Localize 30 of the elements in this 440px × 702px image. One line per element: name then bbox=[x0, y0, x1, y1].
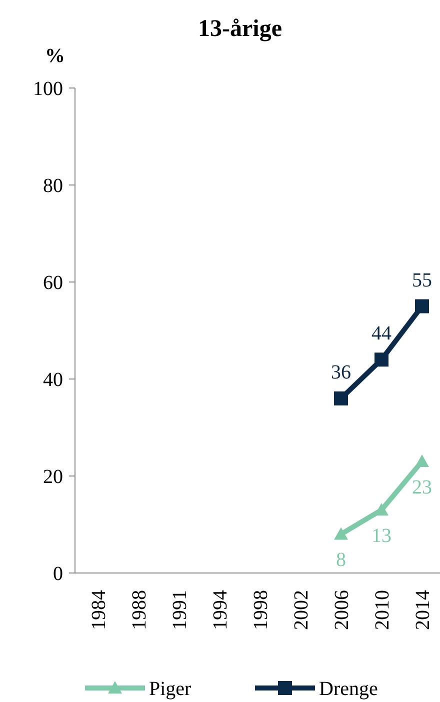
point bbox=[334, 391, 348, 406]
legend-label: Drenge bbox=[319, 678, 378, 700]
point bbox=[334, 527, 348, 540]
point bbox=[415, 299, 429, 314]
x-tick-label: 2010 bbox=[372, 590, 394, 630]
x-tick-label: 2002 bbox=[290, 590, 312, 630]
x-tick-label: 1994 bbox=[210, 590, 232, 630]
data-label: 36 bbox=[331, 361, 351, 384]
y-axis-title: % bbox=[45, 45, 65, 67]
data-label: 44 bbox=[372, 322, 392, 345]
point bbox=[374, 352, 388, 367]
data-label: 23 bbox=[412, 476, 432, 498]
x-tick-label: 1984 bbox=[88, 590, 110, 630]
x-tick-label: 1991 bbox=[169, 590, 191, 630]
x-tick-label: 2006 bbox=[331, 590, 353, 630]
y-tick-label: 20 bbox=[43, 466, 63, 488]
data-label: 13 bbox=[372, 524, 392, 547]
y-tick-label: 100 bbox=[33, 78, 63, 100]
y-tick-label: 60 bbox=[43, 272, 63, 294]
data-label: 8 bbox=[336, 549, 346, 572]
chart-title: 13-årige bbox=[198, 16, 282, 42]
x-tick-label: 2014 bbox=[412, 590, 434, 630]
legend-label: Piger bbox=[149, 678, 192, 700]
x-tick-label: 1998 bbox=[250, 590, 272, 630]
data-label: 55 bbox=[412, 269, 432, 292]
y-tick-label: 0 bbox=[53, 563, 63, 585]
x-tick-label: 1988 bbox=[128, 590, 150, 630]
y-tick-label: 80 bbox=[43, 175, 63, 197]
point bbox=[415, 454, 429, 468]
y-tick-label: 40 bbox=[43, 369, 63, 391]
